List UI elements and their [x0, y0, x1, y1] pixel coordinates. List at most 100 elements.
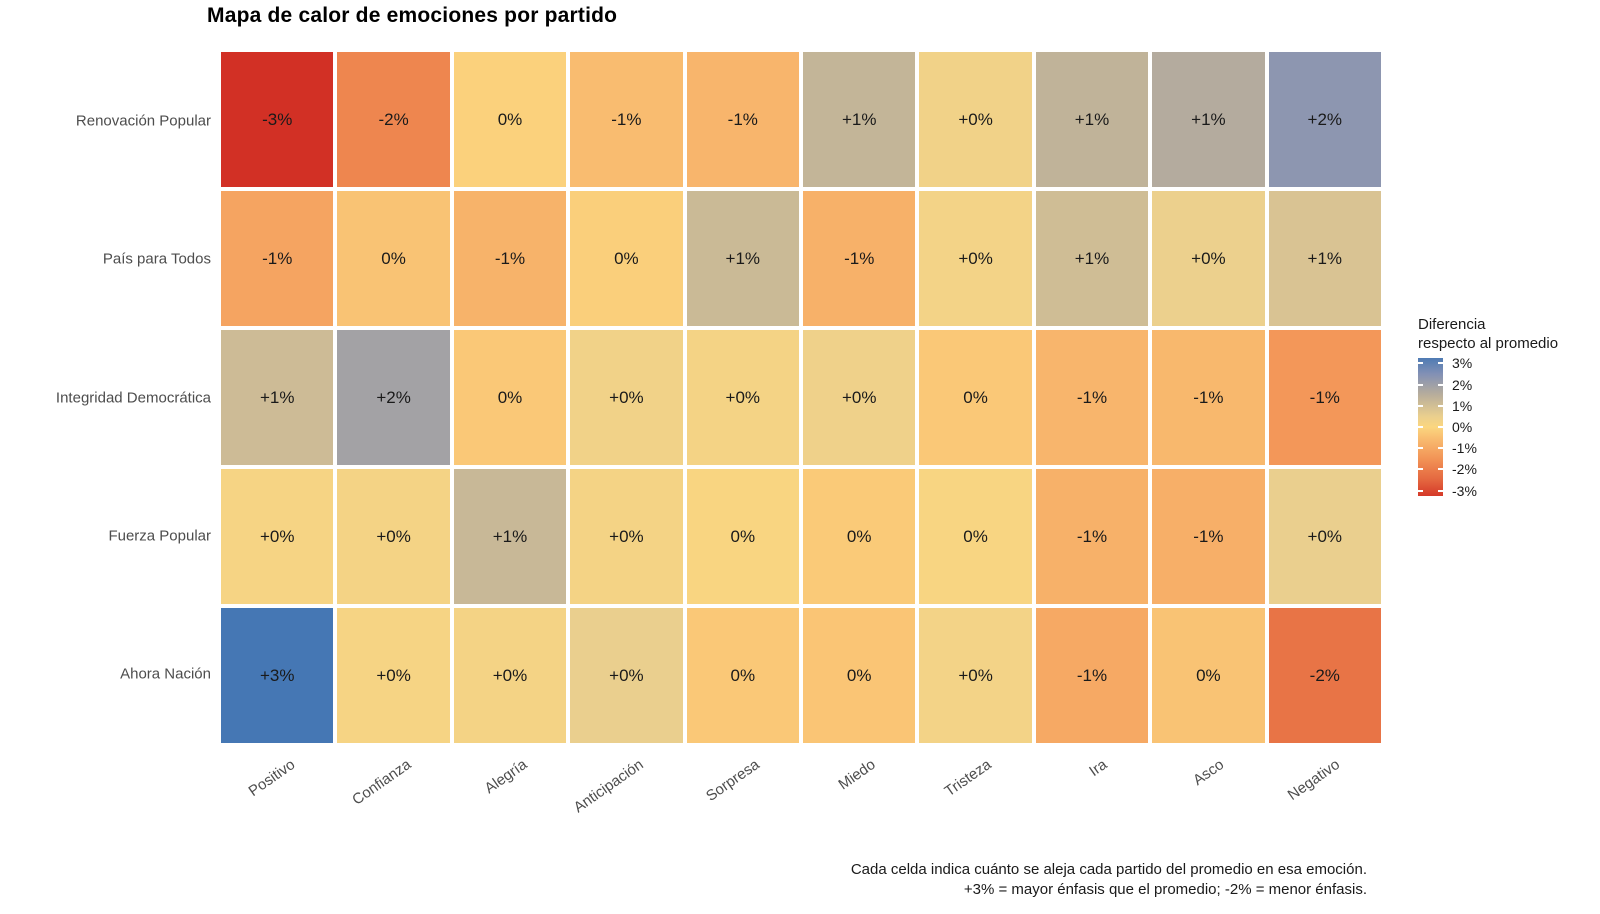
y-axis-label: Fuerza Popular	[108, 527, 211, 545]
legend-tick-mark	[1418, 362, 1423, 365]
cell-value-label: +1%	[1307, 248, 1343, 268]
cell-value-label: 0%	[1196, 665, 1221, 685]
heatmap-cell: -1%	[1152, 330, 1265, 465]
cell-value-label: 0%	[614, 248, 639, 268]
cell-value-label: -1%	[1193, 387, 1224, 407]
heatmap-cell: +0%	[570, 608, 683, 743]
legend-title-line1: Diferencia	[1418, 316, 1486, 333]
legend-tick-label: 3%	[1452, 355, 1473, 372]
heatmap-cell: +3%	[221, 608, 334, 743]
heatmap-cell: -3%	[221, 52, 334, 187]
heatmap-cell: 0%	[337, 191, 450, 326]
legend-tick-mark	[1418, 404, 1423, 407]
heatmap-cell: +1%	[1035, 191, 1149, 326]
caption-line1: Cada celda indica cuánto se aleja cada p…	[850, 861, 1367, 878]
legend-tick-label: -3%	[1452, 482, 1477, 499]
heatmap-cell: 0%	[453, 52, 567, 187]
heatmap-cell: +2%	[337, 330, 450, 465]
heatmap-cell: +0%	[919, 191, 1032, 326]
cell-value-label: 0%	[730, 526, 756, 546]
heatmap-cell: 0%	[803, 608, 916, 743]
heatmap-cell: -1%	[1035, 608, 1149, 743]
cell-value-label: -1%	[1076, 526, 1108, 546]
heatmap-cell: +0%	[337, 469, 450, 604]
heatmap-cell: -1%	[1268, 330, 1381, 465]
heatmap-cell: +1%	[686, 191, 799, 326]
cell-value-label: +0%	[958, 248, 993, 268]
y-axis-label: Ahora Nación	[120, 665, 211, 683]
heatmap-cell: +0%	[570, 469, 683, 604]
cell-value-label: -1%	[1076, 387, 1108, 407]
heatmap-cell: +0%	[1152, 191, 1265, 326]
y-axis-label: País para Todos	[102, 250, 211, 268]
legend-tick-mark	[1438, 447, 1443, 450]
heatmap-cell: +0%	[686, 330, 799, 465]
heatmap-cell: +0%	[221, 469, 334, 604]
cell-value-label: -1%	[1309, 387, 1340, 407]
cell-value-label: +0%	[841, 387, 877, 407]
cell-value-label: +3%	[259, 665, 295, 685]
heatmap-cell: +0%	[570, 330, 683, 465]
legend-tick-mark	[1418, 489, 1423, 492]
heatmap-cell: 0%	[1152, 608, 1265, 743]
cell-value-label: -2%	[1309, 665, 1340, 685]
heatmap-cell: 0%	[686, 469, 799, 604]
cell-value-label: 0%	[846, 526, 872, 546]
heatmap-cell: +1%	[1268, 191, 1381, 326]
legend-tick-mark	[1438, 383, 1443, 386]
legend-tick-mark	[1418, 468, 1423, 471]
heatmap-cell: +0%	[453, 608, 567, 743]
legend-tick-label: 1%	[1452, 397, 1473, 414]
cell-value-label: +1%	[259, 387, 295, 407]
cell-value-label: -1%	[1193, 526, 1224, 546]
heatmap-cell: +0%	[919, 52, 1032, 187]
heatmap-cell: -1%	[453, 191, 567, 326]
cell-value-label: -1%	[1076, 665, 1108, 685]
cell-value-label: +0%	[1191, 248, 1226, 268]
legend-tick-mark	[1418, 447, 1423, 450]
heatmap-cell: 0%	[686, 608, 799, 743]
heatmap-cell: -1%	[1152, 469, 1265, 604]
heatmap-cell: 0%	[453, 330, 567, 465]
heatmap-cell: +1%	[803, 52, 916, 187]
heatmap-cell: +0%	[919, 608, 1032, 743]
x-axis-label: Anticipación	[570, 756, 647, 817]
cell-value-label: +1%	[1074, 109, 1110, 129]
cell-value-label: +1%	[1074, 248, 1110, 268]
heatmap-cell: +1%	[1152, 52, 1265, 187]
cell-value-label: -1%	[727, 109, 758, 129]
heatmap-cell: 0%	[570, 191, 683, 326]
cell-value-label: +1%	[1191, 109, 1226, 129]
heatmap-cell: +1%	[221, 330, 334, 465]
cell-value-label: 0%	[381, 248, 406, 268]
cell-value-label: 0%	[497, 387, 523, 407]
heatmap-cell: +2%	[1268, 52, 1381, 187]
cell-value-label: +0%	[609, 387, 644, 407]
x-axis-label: Positivo	[245, 756, 299, 801]
cell-value-label: -3%	[262, 109, 293, 129]
heatmap-cell: 0%	[803, 469, 916, 604]
chart-caption: Cada celda indica cuánto se aleja cada p…	[851, 860, 1367, 901]
heatmap-cell: -2%	[1268, 608, 1381, 743]
heatmap-grid: -3% -2% 0% -1% -1% +1% +0% +1% +1% +2% -1% 0% -1% 0% +…	[221, 52, 1381, 743]
legend-title: Diferencia respecto al promedio	[1418, 316, 1558, 354]
heatmap-cell: -1%	[1035, 330, 1149, 465]
heatmap-cell: +1%	[453, 469, 567, 604]
heatmap-cell: +0%	[803, 330, 916, 465]
heatmap-cell: -2%	[337, 52, 450, 187]
legend-tick-mark	[1438, 426, 1443, 428]
heatmap-cell: -1%	[686, 52, 799, 187]
legend-title-line2: respecto al promedio	[1418, 334, 1559, 352]
legend-tick-mark	[1438, 468, 1443, 471]
cell-value-label: +1%	[492, 526, 528, 546]
cell-value-label: -1%	[262, 248, 293, 268]
heatmap-cell: +1%	[1035, 52, 1149, 187]
cell-value-label: 0%	[497, 109, 523, 129]
heatmap-cell: -1%	[803, 191, 916, 326]
cell-value-label: +0%	[376, 526, 411, 546]
legend-tick-mark	[1418, 383, 1423, 386]
cell-value-label: +2%	[1307, 109, 1343, 129]
legend-tick-label: 2%	[1452, 376, 1473, 393]
cell-value-label: 0%	[730, 665, 756, 685]
legend-tick-mark	[1438, 404, 1443, 407]
